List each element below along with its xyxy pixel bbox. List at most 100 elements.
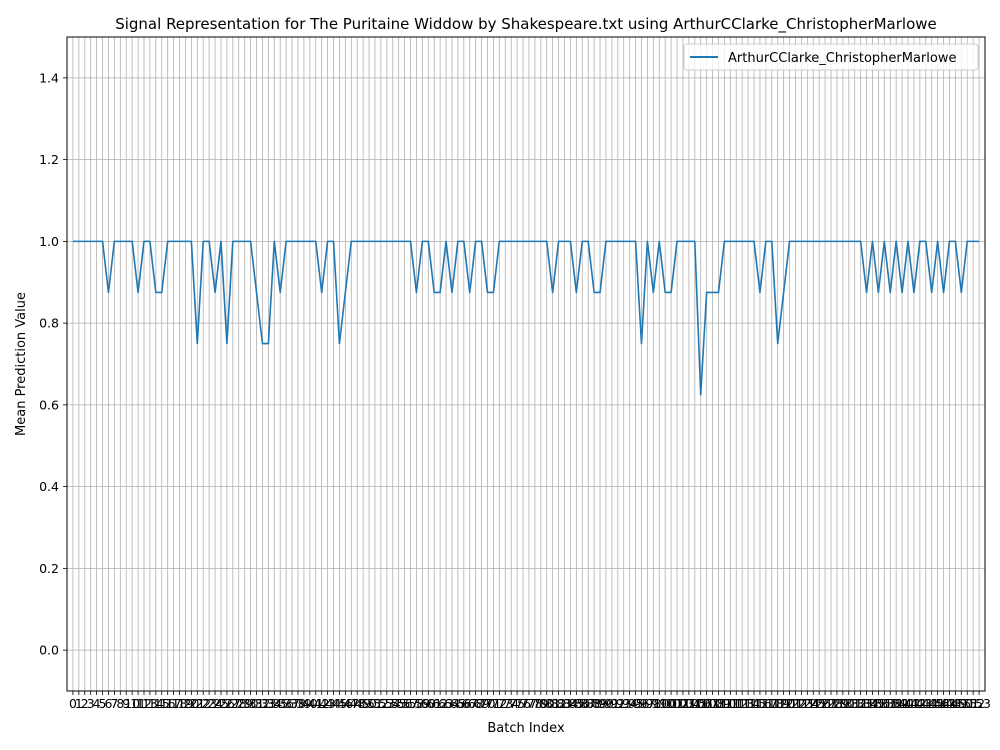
x-tick-label: 116 bbox=[748, 696, 772, 711]
x-tick-label: 86 bbox=[574, 696, 590, 711]
x-tick-label: 102 bbox=[665, 696, 689, 711]
x-tick-label: 30 bbox=[243, 696, 259, 711]
plot-area-frame bbox=[66, 36, 986, 692]
x-tick-label: 35 bbox=[272, 696, 288, 711]
legend: ArthurCClarke_ChristopherMarlowe bbox=[683, 43, 979, 71]
x-tick-label: 137 bbox=[872, 696, 896, 711]
x-tick-label: 14 bbox=[148, 696, 164, 711]
x-tick-label: 135 bbox=[861, 696, 885, 711]
x-tick-label: 21 bbox=[189, 696, 205, 711]
x-tick-label: 60 bbox=[420, 696, 436, 711]
x-tick-label: 124 bbox=[795, 696, 819, 711]
x-tick-label: 59 bbox=[414, 696, 430, 711]
x-tick-label: 15 bbox=[154, 696, 170, 711]
x-tick-label: 47 bbox=[343, 696, 359, 711]
x-tick-label: 76 bbox=[515, 696, 531, 711]
x-tick-label: 75 bbox=[509, 696, 525, 711]
x-tick-label: 49 bbox=[355, 696, 371, 711]
x-tick-label: 44 bbox=[326, 696, 342, 711]
x-tick-label: 20 bbox=[183, 696, 199, 711]
x-tick-label: 118 bbox=[760, 696, 784, 711]
x-tick-label: 125 bbox=[801, 696, 825, 711]
x-tick-label: 68 bbox=[468, 696, 484, 711]
x-tick-label: 55 bbox=[391, 696, 407, 711]
x-tick-label: 51 bbox=[367, 696, 383, 711]
y-tick-label: 1.0 bbox=[39, 234, 59, 249]
x-tick-label: 52 bbox=[373, 696, 389, 711]
x-tick-label: 6 bbox=[104, 696, 112, 711]
x-tick-label: 58 bbox=[408, 696, 424, 711]
x-tick-label: 78 bbox=[527, 696, 543, 711]
x-tick-label: 13 bbox=[142, 696, 158, 711]
x-tick-label: 0 bbox=[69, 696, 77, 711]
x-tick-label: 127 bbox=[813, 696, 837, 711]
x-tick-label: 40 bbox=[302, 696, 318, 711]
x-tick-label: 104 bbox=[677, 696, 701, 711]
x-tick-label: 24 bbox=[207, 696, 223, 711]
x-tick-label: 153 bbox=[967, 696, 991, 711]
x-tick-label: 7 bbox=[110, 696, 118, 711]
x-tick-label: 131 bbox=[837, 696, 861, 711]
x-axis-label: Batch Index bbox=[487, 721, 565, 736]
x-tick-label: 149 bbox=[943, 696, 967, 711]
x-tick-label: 33 bbox=[260, 696, 276, 711]
x-tick-label: 45 bbox=[331, 696, 347, 711]
series-layer bbox=[72, 240, 980, 396]
y-tick-label: 0.0 bbox=[39, 643, 59, 658]
x-tick-label: 90 bbox=[598, 696, 614, 711]
legend-label: ArthurCClarke_ChristopherMarlowe bbox=[728, 51, 956, 66]
y-tick-label: 0.4 bbox=[39, 479, 59, 494]
x-tick-label: 79 bbox=[533, 696, 549, 711]
x-tick-label: 143 bbox=[908, 696, 932, 711]
x-tick-label: 150 bbox=[949, 696, 973, 711]
x-tick-label: 62 bbox=[432, 696, 448, 711]
x-tick-label: 84 bbox=[562, 696, 578, 711]
x-tick-label: 146 bbox=[926, 696, 950, 711]
x-tick-label: 96 bbox=[634, 696, 650, 711]
x-tick-label: 136 bbox=[866, 696, 890, 711]
x-tick-label: 110 bbox=[712, 696, 736, 711]
x-tick-label: 107 bbox=[695, 696, 719, 711]
x-tick-label: 46 bbox=[337, 696, 353, 711]
x-tick-label: 117 bbox=[754, 696, 778, 711]
x-tick-label: 48 bbox=[349, 696, 365, 711]
series-line bbox=[72, 240, 980, 396]
x-tick-label: 94 bbox=[622, 696, 638, 711]
x-tick-label: 74 bbox=[503, 696, 519, 711]
x-tick-label: 37 bbox=[284, 696, 300, 711]
x-tick-label: 103 bbox=[671, 696, 695, 711]
x-tick-label: 18 bbox=[172, 696, 188, 711]
x-tick-label: 2 bbox=[81, 696, 89, 711]
x-tick-label: 98 bbox=[645, 696, 661, 711]
x-tick-label: 4 bbox=[93, 696, 101, 711]
x-tick-label: 81 bbox=[545, 696, 561, 711]
x-tick-label: 9 bbox=[122, 696, 130, 711]
x-tick-label: 85 bbox=[568, 696, 584, 711]
x-tick-label: 25 bbox=[213, 696, 229, 711]
x-tick-label: 142 bbox=[902, 696, 926, 711]
x-tick-label: 134 bbox=[855, 696, 879, 711]
x-tick-label: 77 bbox=[521, 696, 537, 711]
x-tick-label: 5 bbox=[99, 696, 107, 711]
x-tick-label: 39 bbox=[296, 696, 312, 711]
x-tick-label: 16 bbox=[160, 696, 176, 711]
x-tick-label: 57 bbox=[403, 696, 419, 711]
x-tick-label: 65 bbox=[450, 696, 466, 711]
x-tick-label: 106 bbox=[689, 696, 713, 711]
x-tick-label: 19 bbox=[177, 696, 193, 711]
y-tick-label: 0.2 bbox=[39, 561, 59, 576]
x-tick-label: 95 bbox=[628, 696, 644, 711]
x-tick-label: 32 bbox=[254, 696, 270, 711]
x-tick-label: 82 bbox=[551, 696, 567, 711]
x-tick-label: 129 bbox=[825, 696, 849, 711]
x-tick-label: 148 bbox=[938, 696, 962, 711]
x-tick-label: 101 bbox=[659, 696, 683, 711]
x-tick-label: 26 bbox=[219, 696, 235, 711]
x-tick-label: 38 bbox=[290, 696, 306, 711]
x-tick-label: 31 bbox=[249, 696, 265, 711]
x-tick-label: 119 bbox=[766, 696, 790, 711]
x-tick-label: 132 bbox=[843, 696, 867, 711]
x-tick-label: 100 bbox=[653, 696, 677, 711]
x-tick-label: 115 bbox=[742, 696, 766, 711]
